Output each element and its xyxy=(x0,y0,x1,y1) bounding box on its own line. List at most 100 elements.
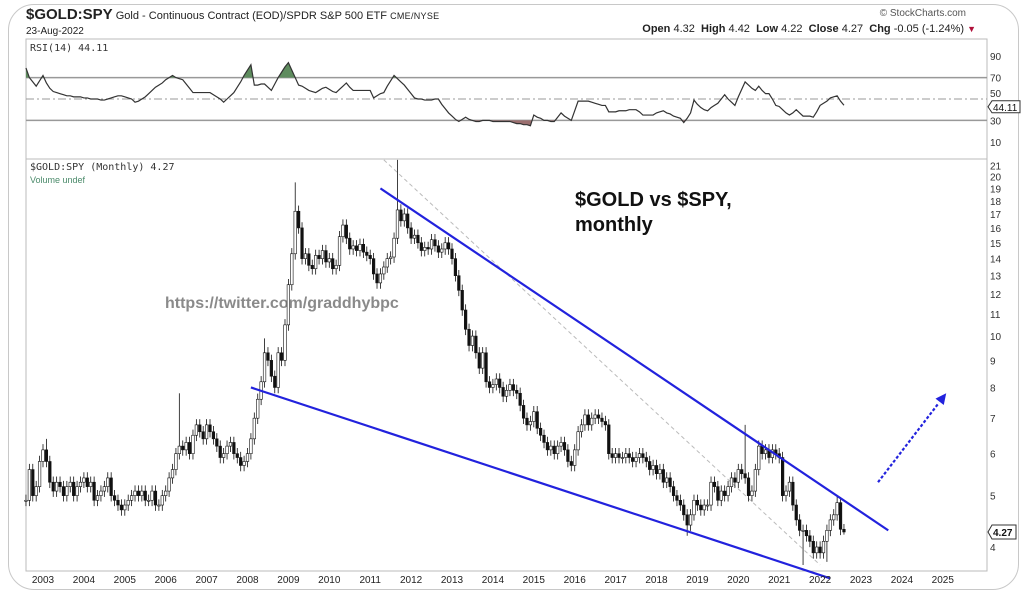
candle-body xyxy=(382,266,386,275)
candle xyxy=(590,412,594,431)
candle-body xyxy=(620,457,625,459)
candle xyxy=(460,284,464,316)
annotation-title-line2: monthly xyxy=(575,214,654,236)
price-panel: $GOLD:SPY (Monthly) 4.27 Volume undef ht… xyxy=(24,158,1017,580)
candle xyxy=(344,219,348,245)
price-tick-label: 12 xyxy=(990,290,1002,301)
candle-body xyxy=(688,514,693,526)
rsi-value-badge xyxy=(987,100,1021,114)
candle xyxy=(474,330,478,359)
candle xyxy=(620,451,625,464)
candle-body xyxy=(109,477,113,496)
candle xyxy=(446,237,451,255)
candle xyxy=(368,249,372,265)
rsi-tick-label: 10 xyxy=(990,138,1002,149)
candle xyxy=(399,204,403,227)
candle-body xyxy=(24,499,28,502)
candle xyxy=(150,485,154,507)
watermark: https://twitter.com/graddhybpc xyxy=(165,295,399,312)
candle-body xyxy=(334,265,338,270)
price-tick-label: 14 xyxy=(990,255,1002,266)
price-value-badge-text: 4.27 xyxy=(993,528,1013,539)
candle xyxy=(549,440,553,456)
candle-body xyxy=(416,234,420,244)
candle-body xyxy=(716,486,720,501)
candle xyxy=(419,237,423,257)
candle-body xyxy=(603,421,607,426)
candle xyxy=(477,347,481,374)
candle xyxy=(733,472,737,489)
candle xyxy=(157,499,161,511)
candle-body xyxy=(678,499,682,506)
year-tick-label: 2025 xyxy=(932,575,955,586)
candle-body xyxy=(361,244,365,253)
candle-body xyxy=(191,434,195,454)
year-tick-label: 2015 xyxy=(523,575,546,586)
candle-body xyxy=(58,481,62,487)
candle-body xyxy=(798,519,802,531)
candle xyxy=(712,476,717,493)
candle-body xyxy=(225,445,229,454)
candle xyxy=(395,159,400,245)
candle xyxy=(821,535,826,559)
candle xyxy=(457,270,461,297)
candle-body xyxy=(51,481,55,492)
candle xyxy=(702,499,706,516)
candle xyxy=(78,476,83,493)
candle xyxy=(375,268,379,289)
candle xyxy=(143,485,147,507)
candle-body xyxy=(269,360,273,377)
candle-body xyxy=(566,449,570,462)
candle-body xyxy=(372,258,376,275)
candle-body xyxy=(750,490,754,496)
candle xyxy=(610,447,614,464)
candle-body xyxy=(402,213,406,222)
candle-body xyxy=(426,247,430,250)
candle-body xyxy=(549,445,553,451)
candle-body xyxy=(671,486,676,496)
candle xyxy=(498,373,502,394)
candle xyxy=(634,451,638,468)
candle-body xyxy=(607,424,611,454)
candle xyxy=(112,489,117,507)
candle-body xyxy=(521,405,526,419)
candle-body xyxy=(354,245,359,251)
candle xyxy=(617,447,621,464)
candle-body xyxy=(658,469,662,474)
candle xyxy=(491,378,495,394)
candle xyxy=(147,494,151,507)
candle-body xyxy=(450,248,454,259)
candle-body xyxy=(654,465,659,474)
high-label: High xyxy=(701,23,726,35)
candle-body xyxy=(460,290,464,311)
candle-body xyxy=(419,242,423,251)
rsi-tick-label: 70 xyxy=(990,74,1002,85)
candle-body xyxy=(327,258,331,263)
candle xyxy=(181,440,185,456)
candle xyxy=(787,476,792,497)
candle-body xyxy=(436,245,440,253)
candle-body xyxy=(576,431,580,451)
candle xyxy=(426,241,430,255)
candle xyxy=(556,440,560,460)
candle xyxy=(242,455,246,472)
candle xyxy=(709,476,713,511)
year-tick-label: 2003 xyxy=(32,575,55,586)
rsi-tick-label: 30 xyxy=(990,116,1002,127)
year-tick-label: 2016 xyxy=(564,575,587,586)
candle-body xyxy=(627,453,631,458)
candle xyxy=(668,472,672,493)
candle xyxy=(266,347,270,367)
candle-body xyxy=(787,481,792,492)
candle-body xyxy=(317,255,321,259)
candle xyxy=(41,444,45,468)
candle xyxy=(256,393,260,425)
candle-body xyxy=(324,250,328,263)
candle-body xyxy=(593,414,597,419)
candle xyxy=(484,347,488,388)
candle-body xyxy=(136,490,141,496)
year-tick-label: 2004 xyxy=(73,575,96,586)
candle-body xyxy=(116,499,120,506)
candle xyxy=(518,387,522,412)
